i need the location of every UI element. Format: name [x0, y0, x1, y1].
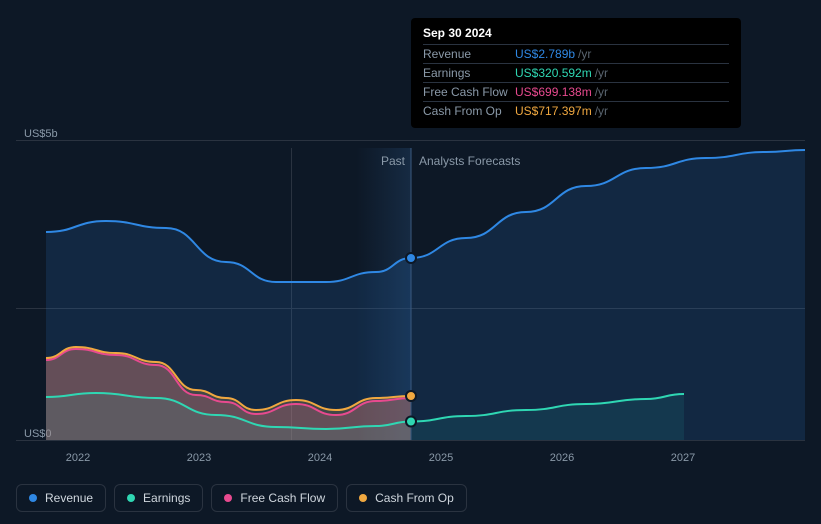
- data-tooltip: Sep 30 2024 RevenueUS$2.789b/yrEarningsU…: [411, 18, 741, 128]
- tooltip-row-label: Cash From Op: [423, 104, 515, 118]
- tooltip-date: Sep 30 2024: [423, 26, 729, 40]
- legend-dot-icon: [127, 494, 135, 502]
- legend-item-free-cash-flow[interactable]: Free Cash Flow: [211, 484, 338, 512]
- x-axis-tick: 2025: [429, 452, 453, 464]
- tooltip-row-unit: /yr: [595, 85, 608, 99]
- legend-label: Free Cash Flow: [240, 491, 325, 505]
- marker-revenue: [406, 253, 416, 263]
- tooltip-row-value: US$717.397m: [515, 104, 592, 118]
- tooltip-row-value: US$2.789b: [515, 47, 575, 61]
- tooltip-row-unit: /yr: [578, 47, 591, 61]
- legend-item-earnings[interactable]: Earnings: [114, 484, 203, 512]
- marker-earnings: [406, 417, 416, 427]
- tooltip-row: RevenueUS$2.789b/yr: [423, 44, 729, 63]
- marker-cashop: [406, 391, 416, 401]
- tooltip-row-label: Free Cash Flow: [423, 85, 515, 99]
- tooltip-row-unit: /yr: [595, 66, 608, 80]
- legend-dot-icon: [29, 494, 37, 502]
- legend-dot-icon: [224, 494, 232, 502]
- tooltip-row-label: Earnings: [423, 66, 515, 80]
- legend-item-revenue[interactable]: Revenue: [16, 484, 106, 512]
- legend-label: Revenue: [45, 491, 93, 505]
- tooltip-row-unit: /yr: [595, 104, 608, 118]
- tooltip-row-value: US$320.592m: [515, 66, 592, 80]
- tooltip-row-value: US$699.138m: [515, 85, 592, 99]
- legend-item-cash-from-op[interactable]: Cash From Op: [346, 484, 467, 512]
- x-axis-tick: 2022: [66, 452, 90, 464]
- tooltip-row: Cash From OpUS$717.397m/yr: [423, 101, 729, 120]
- legend-label: Cash From Op: [375, 491, 454, 505]
- x-axis-tick: 2024: [308, 452, 332, 464]
- x-axis-tick: 2026: [550, 452, 574, 464]
- x-axis-tick: 2023: [187, 452, 211, 464]
- series-area-revenue: [46, 150, 805, 440]
- legend-label: Earnings: [143, 491, 190, 505]
- tooltip-row-label: Revenue: [423, 47, 515, 61]
- legend: Revenue Earnings Free Cash Flow Cash From O…: [16, 484, 467, 512]
- tooltip-row: Free Cash FlowUS$699.138m/yr: [423, 82, 729, 101]
- x-axis-tick: 2027: [671, 452, 695, 464]
- tooltip-row: EarningsUS$320.592m/yr: [423, 63, 729, 82]
- x-axis: 2022 2023 2024 2025 2026 2027: [16, 452, 805, 472]
- legend-dot-icon: [359, 494, 367, 502]
